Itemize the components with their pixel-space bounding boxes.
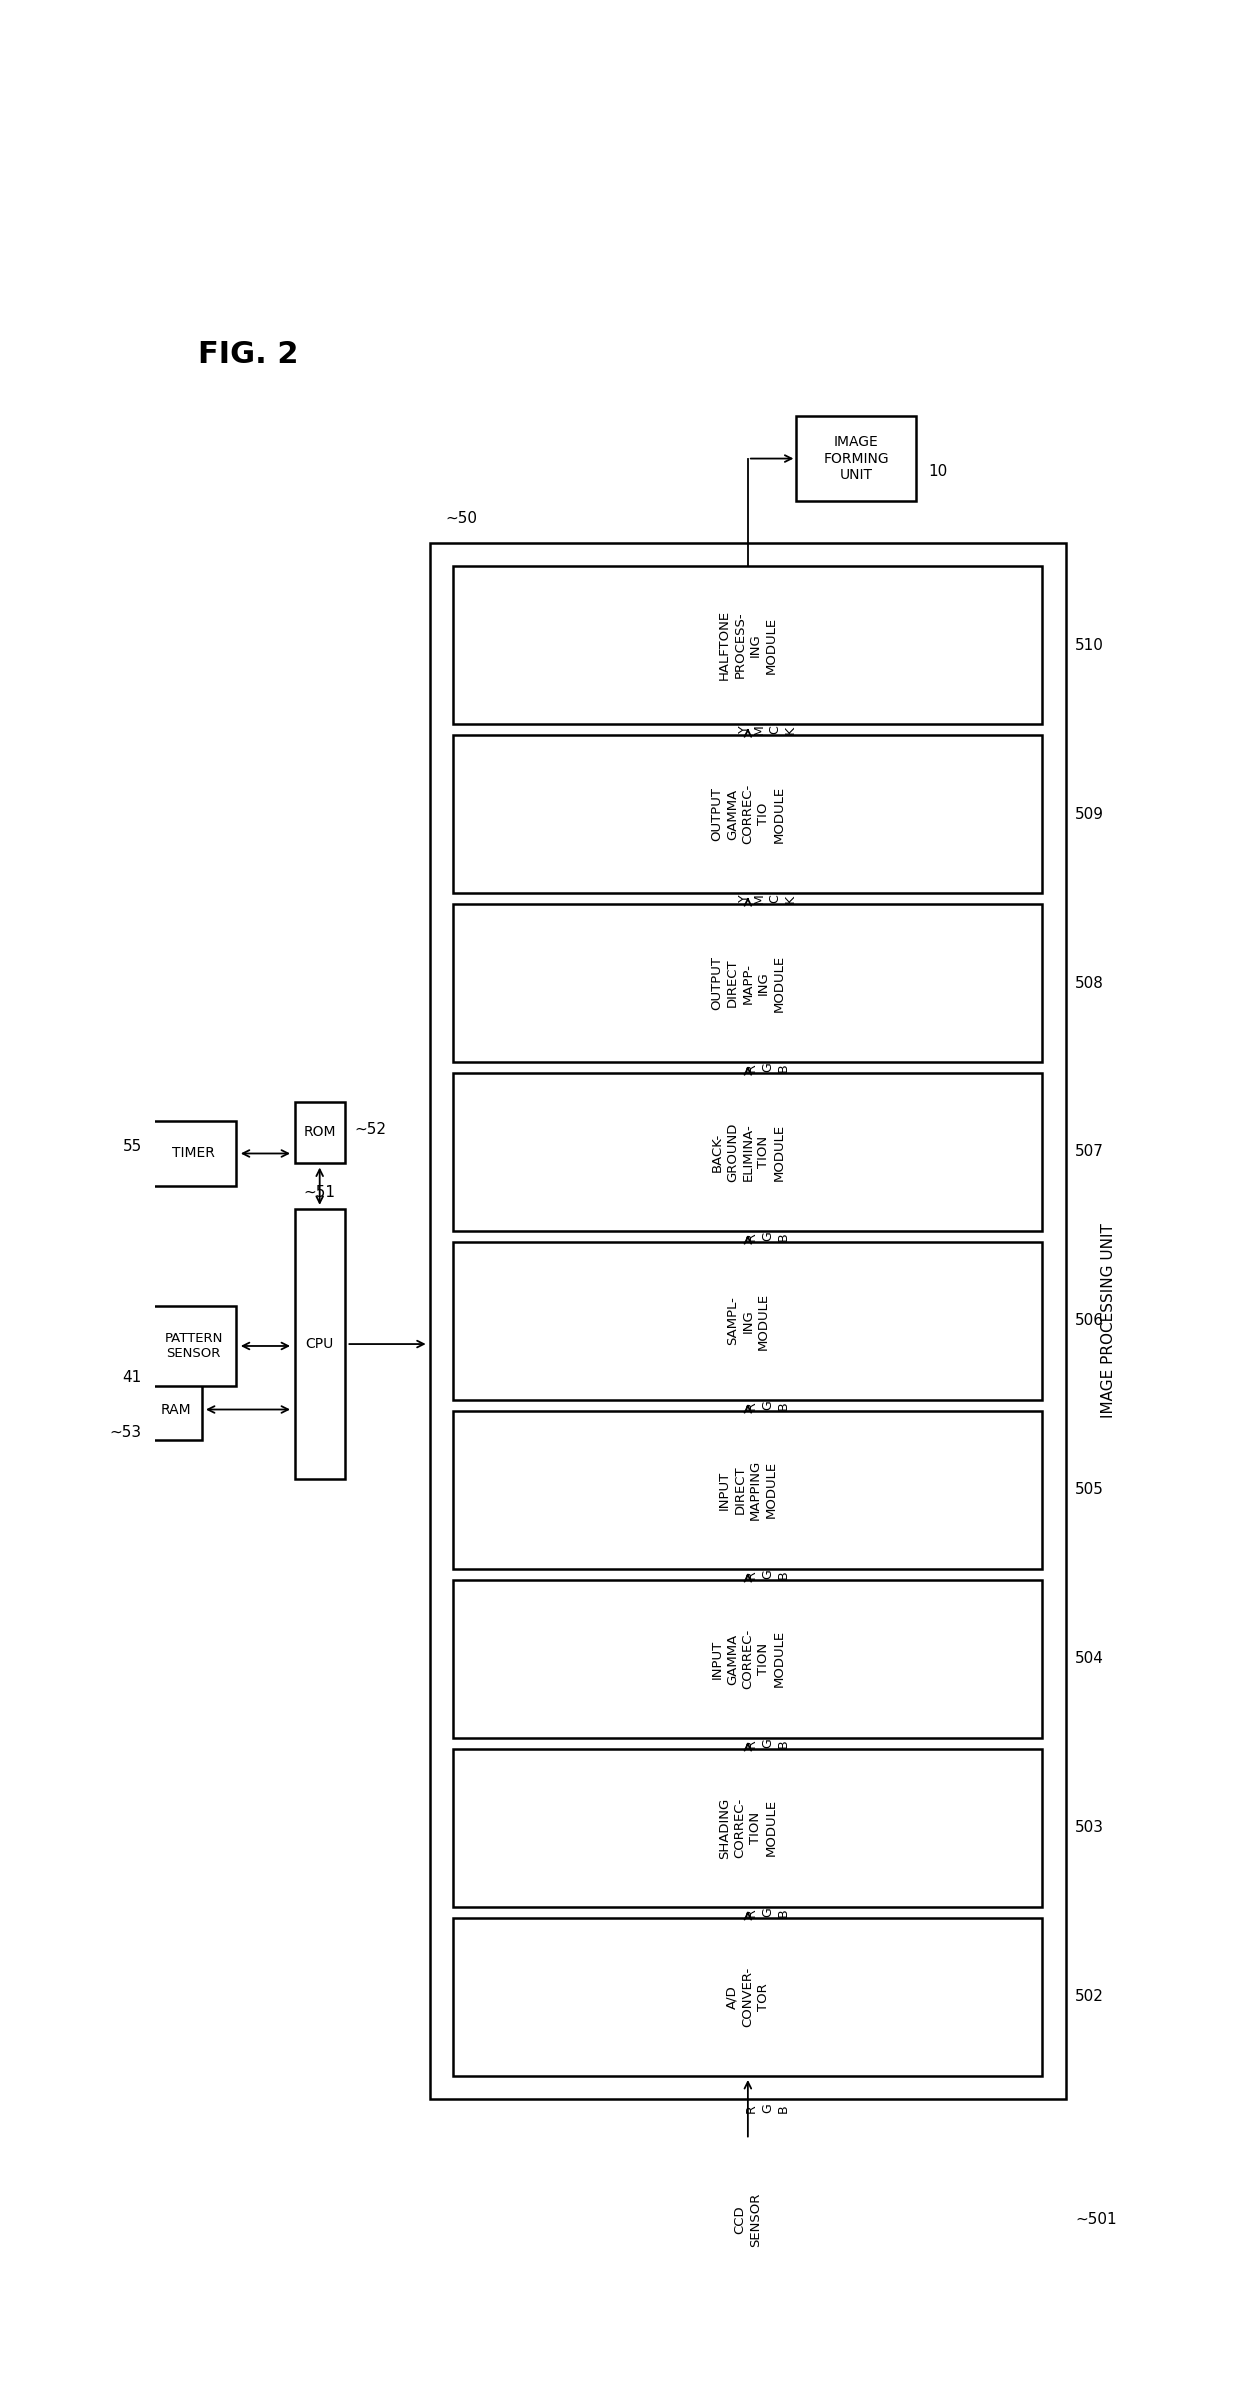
Text: 502: 502	[1075, 1988, 1104, 2005]
Bar	[151, 1378, 201, 1440]
Text: PATTERN
SENSOR: PATTERN SENSOR	[165, 1333, 223, 1361]
Text: 508: 508	[1075, 975, 1104, 989]
Text: INPUT
GAMMA
CORREC-
TION
MODULE: INPUT GAMMA CORREC- TION MODULE	[711, 1628, 785, 1688]
Bar	[151, 1306, 237, 1387]
Bar	[454, 567, 1043, 725]
Text: 55: 55	[123, 1140, 141, 1154]
Text: R
G
B: R G B	[745, 1738, 789, 1747]
Text: SHADING
CORREC-
TION
MODULE: SHADING CORREC- TION MODULE	[718, 1798, 777, 1860]
Text: Y
M
C
K: Y M C K	[738, 725, 797, 734]
Text: ~50: ~50	[445, 510, 477, 527]
Bar	[454, 734, 1043, 892]
Text: 504: 504	[1075, 1652, 1104, 1666]
Text: R
G
B: R G B	[745, 1907, 789, 1917]
Text: Y
M
C
K: Y M C K	[738, 894, 797, 904]
Text: 503: 503	[1075, 1821, 1104, 1836]
Text: HALFTONE
PROCESS-
ING
MODULE: HALFTONE PROCESS- ING MODULE	[718, 610, 777, 679]
Bar	[295, 1209, 345, 1478]
Text: R
G
B: R G B	[745, 1569, 789, 1578]
Text: SAMPL-
ING
MODULE: SAMPL- ING MODULE	[725, 1292, 770, 1349]
Text: R
G
B: R G B	[745, 1399, 789, 1411]
Bar	[151, 1120, 237, 1187]
Bar	[454, 1242, 1043, 1399]
Text: ~52: ~52	[355, 1123, 386, 1137]
Text: OUTPUT
DIRECT
MAPP-
ING
MODULE: OUTPUT DIRECT MAPP- ING MODULE	[711, 954, 785, 1011]
Bar	[454, 1581, 1043, 1738]
Bar	[454, 1411, 1043, 1569]
Text: FIG. 2: FIG. 2	[197, 341, 298, 370]
Text: 41: 41	[123, 1371, 141, 1385]
Text: 506: 506	[1075, 1314, 1104, 1328]
Text: TIMER: TIMER	[172, 1147, 216, 1161]
Text: 507: 507	[1075, 1144, 1104, 1159]
Text: CCD
SENSOR: CCD SENSOR	[734, 2193, 763, 2246]
Text: ~51: ~51	[304, 1185, 336, 1199]
Text: ~53: ~53	[109, 1426, 141, 1440]
Bar	[454, 904, 1043, 1061]
Text: R
G
B: R G B	[745, 1063, 789, 1073]
Bar	[454, 1073, 1043, 1230]
Text: BACK-
GROUND
ELIMINA-
TION
MODULE: BACK- GROUND ELIMINA- TION MODULE	[711, 1123, 785, 1182]
Bar	[454, 1750, 1043, 1907]
Bar	[295, 1101, 345, 1163]
Text: INPUT
DIRECT
MAPPING
MODULE: INPUT DIRECT MAPPING MODULE	[718, 1459, 777, 1521]
Bar	[430, 544, 1065, 2098]
Bar	[454, 1919, 1043, 2076]
Text: 10: 10	[928, 465, 947, 479]
Text: RAM: RAM	[161, 1402, 192, 1416]
Text: ROM: ROM	[304, 1125, 336, 1140]
Text: R
G
B: R G B	[745, 1233, 789, 1242]
Text: ~501: ~501	[1075, 2212, 1116, 2227]
Text: 509: 509	[1075, 806, 1104, 822]
Text: R
G
B: R G B	[745, 2103, 789, 2112]
Text: 510: 510	[1075, 637, 1104, 653]
Text: IMAGE
FORMING
UNIT: IMAGE FORMING UNIT	[823, 434, 889, 482]
Text: IMAGE PROCESSING UNIT: IMAGE PROCESSING UNIT	[1101, 1223, 1116, 1418]
Bar	[454, 2141, 1043, 2298]
Text: OUTPUT
GAMMA
CORREC-
TIO
MODULE: OUTPUT GAMMA CORREC- TIO MODULE	[711, 784, 785, 844]
Text: 505: 505	[1075, 1483, 1104, 1497]
Text: CPU: CPU	[305, 1337, 334, 1352]
Text: A/D
CONVER-
TOR: A/D CONVER- TOR	[725, 1967, 770, 2026]
Bar	[796, 417, 916, 501]
